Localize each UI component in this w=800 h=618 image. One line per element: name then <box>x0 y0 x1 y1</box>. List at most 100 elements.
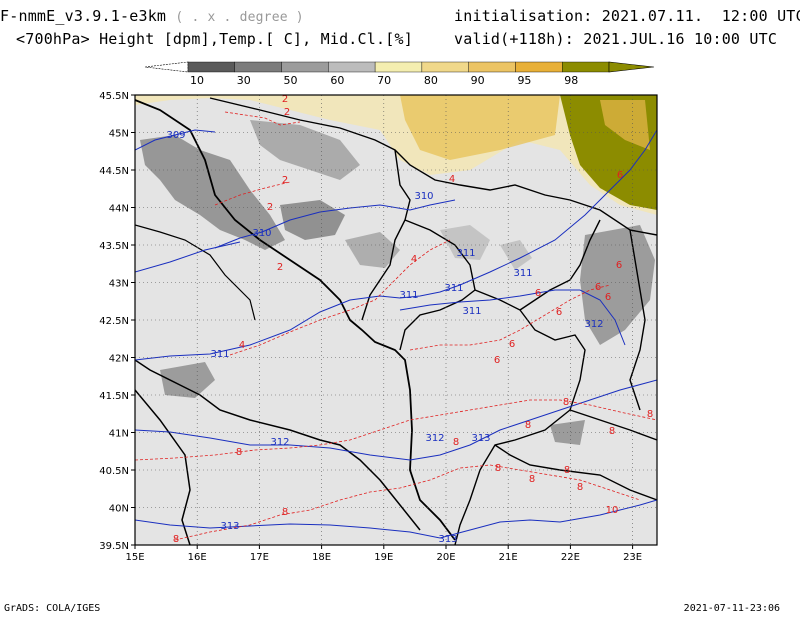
colorbar-label: 30 <box>237 74 251 87</box>
initialisation-time: initialisation: 2021.07.11. 12:00 UTC <box>454 7 800 25</box>
height-contour-label: 311 <box>444 283 463 294</box>
colorbar-label: 70 <box>377 74 391 87</box>
colorbar: 10 30 50 60 70 80 90 95 98 <box>144 61 655 87</box>
temperature-contour-label: 8 <box>609 426 615 437</box>
y-tick-label: 41N <box>109 429 129 440</box>
colorbar-label: 10 <box>190 74 204 87</box>
y-tick-label: 45N <box>109 129 129 140</box>
map-area: 309 310 310 311 311 311 311 311 311 312 312 312 313 3… <box>135 94 657 545</box>
y-tick-label: 44.5N <box>99 166 129 177</box>
cloud-patch-northeast <box>600 100 650 150</box>
temperature-contour-label: 8 <box>453 437 459 448</box>
temperature-contour-label: 8 <box>577 482 583 493</box>
height-contour-label: 311 <box>399 290 418 301</box>
temperature-contour-label: 6 <box>556 307 562 318</box>
coastlines <box>135 99 456 545</box>
temperature-contour-label: 2 <box>284 107 290 118</box>
height-contour-label: 310 <box>252 228 271 239</box>
temperature-contour-label: 4 <box>411 254 417 265</box>
colorbar-cell <box>468 61 516 73</box>
temperature-contour-label: 6 <box>595 282 601 293</box>
colorbar-label: 98 <box>564 74 578 87</box>
x-tick-label: 21E <box>499 552 518 563</box>
colorbar-low-end <box>144 61 189 73</box>
footer-credit: GrADS: COLA/IGES <box>4 603 101 614</box>
temperature-contour-label: 8 <box>563 397 569 408</box>
height-contour-label: 311 <box>462 306 481 317</box>
temperature-contour-label: 8 <box>173 534 179 545</box>
cloud-patch-bosnia <box>250 120 360 180</box>
colorbar-cell <box>187 61 235 73</box>
colorbar-label: 80 <box>424 74 438 87</box>
height-contour-label: 313 <box>471 433 490 444</box>
colorbar-cell <box>328 61 376 73</box>
temperature-contour-label: 6 <box>509 339 515 350</box>
x-tick-label: 22E <box>561 552 580 563</box>
cloud-patch-bulgaria <box>580 225 655 345</box>
temperature-contour-label: 6 <box>617 170 623 181</box>
temperature-contour-label: 4 <box>449 174 455 185</box>
y-tick-label: 42.5N <box>99 316 129 327</box>
y-tick-label: 43.5N <box>99 241 129 252</box>
colorbar-label: 95 <box>517 74 531 87</box>
x-tick-label: 16E <box>188 552 207 563</box>
height-contours <box>135 129 657 539</box>
y-tick-label: 39.5N <box>99 541 129 552</box>
y-tick-label: 42N <box>109 354 129 365</box>
temperature-contour-label: 8 <box>495 463 501 474</box>
x-tick-label: 19E <box>374 552 393 563</box>
temperature-contour-label: 6 <box>616 260 622 271</box>
temperature-contour-label: 10 <box>606 505 619 516</box>
colorbar-cell <box>234 61 282 73</box>
y-tick-label: 40.5N <box>99 466 129 477</box>
y-tick-label: 44N <box>109 204 129 215</box>
colorbar-cell <box>515 61 563 73</box>
temperature-contour-label: 2 <box>282 94 288 105</box>
gridlines <box>135 95 657 545</box>
temperature-contour-label: 6 <box>535 288 541 299</box>
variables-title: <700hPa> Height [dpm],Temp.[ C], Mid.Cl.… <box>16 30 413 48</box>
colorbar-label: 60 <box>330 74 344 87</box>
valid-time: valid(+118h): 2021.JUL.16 10:00 UTC <box>454 30 778 48</box>
colorbar-cell <box>374 61 423 73</box>
y-tick-label: 45.5N <box>99 91 129 102</box>
height-contour-label: 310 <box>414 191 433 202</box>
temperature-contour-label: 2 <box>282 175 288 186</box>
cloud-patch-serbia <box>440 225 490 260</box>
height-contour-label: 313 <box>438 534 457 545</box>
temperature-contour-label: 4 <box>239 340 245 351</box>
colorbar-label: 90 <box>471 74 485 87</box>
latitude-axis: 45.5N 45N 44.5N 44N 43.5N 43N 42.5N 42N 41.5N 41N… <box>99 91 135 552</box>
colorbar-cell <box>281 61 329 73</box>
temperature-contour-label: 2 <box>277 262 283 273</box>
cloud-patch-montenegro <box>345 232 400 268</box>
temperature-contour-label: 6 <box>494 355 500 366</box>
height-contour-label: 312 <box>270 437 289 448</box>
x-tick-label: 15E <box>125 552 144 563</box>
model-name: F-nmmE_v3.9.1-e3km <box>0 7 167 25</box>
colorbar-cell <box>562 61 610 73</box>
temperature-contour-label: 8 <box>529 474 535 485</box>
cloud-core-north <box>400 95 560 160</box>
x-tick-label: 20E <box>436 552 455 563</box>
x-tick-label: 17E <box>250 552 269 563</box>
height-contour-label: 311 <box>210 349 229 360</box>
x-tick-label: 23E <box>623 552 642 563</box>
colorbar-cell <box>421 61 469 73</box>
temperature-contour-label: 2 <box>267 202 273 213</box>
height-label-group: 309 310 310 311 311 311 311 311 311 312 312 312 313 3… <box>166 130 603 545</box>
temperature-contour-label: 8 <box>564 465 570 476</box>
colorbar-high-end <box>608 61 655 73</box>
model-unit: ( . x . degree ) <box>175 10 304 25</box>
temperature-contours <box>135 111 657 541</box>
y-tick-label: 43N <box>109 279 129 290</box>
y-tick-label: 40N <box>109 504 129 515</box>
temperature-contour-label: 8 <box>236 447 242 458</box>
colorbar-label: 50 <box>284 74 298 87</box>
temperature-contour-label: 6 <box>605 292 611 303</box>
cloud-patch-italy <box>160 362 215 398</box>
temperature-contour-label: 8 <box>647 409 653 420</box>
height-contour-label: 309 <box>166 130 185 141</box>
cloud-patch-central <box>280 200 345 240</box>
